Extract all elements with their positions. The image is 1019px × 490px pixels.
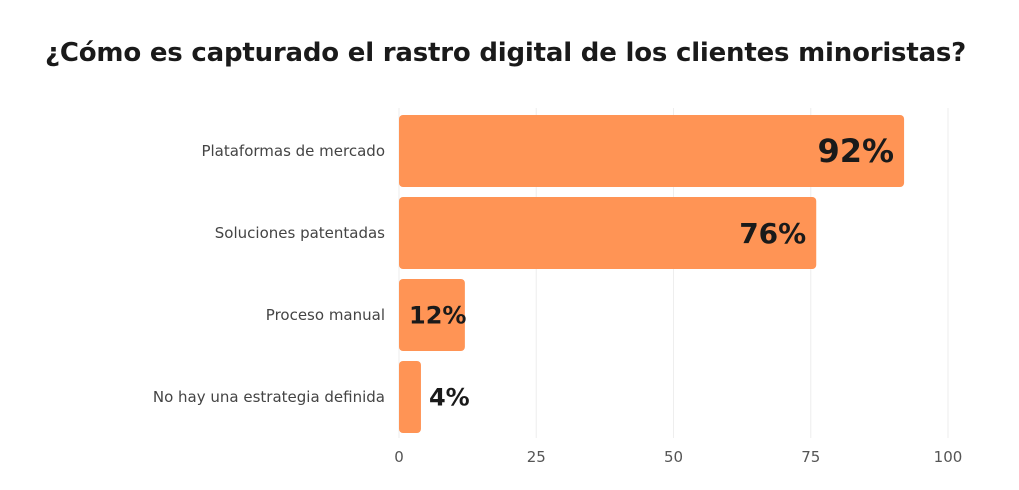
category-labels: Plataformas de mercado Soluciones patenta… [153,142,385,406]
category-label: Soluciones patentadas [215,224,385,242]
data-label: 4% [429,383,470,411]
bar [399,361,421,433]
data-label: 76% [739,217,806,250]
data-labels: 92% 76% 12% 4% [409,132,894,411]
bar [399,279,465,351]
x-tick-label: 100 [934,448,963,466]
x-tick-label: 75 [801,448,820,466]
category-label: No hay una estrategia definida [153,388,385,406]
x-tick-label: 50 [664,448,683,466]
x-tick-label: 25 [527,448,546,466]
bar [399,197,817,269]
x-tick-label: 0 [394,448,404,466]
data-label: 12% [409,301,466,329]
category-label: Proceso manual [266,306,385,324]
chart-title: ¿Cómo es capturado el rastro digital de … [45,38,967,68]
category-label: Plataformas de mercado [201,142,385,160]
bars [399,115,905,433]
bar [399,115,905,187]
x-axis-tick-labels: 0 25 50 75 100 [394,448,962,466]
data-label: 92% [817,132,894,170]
